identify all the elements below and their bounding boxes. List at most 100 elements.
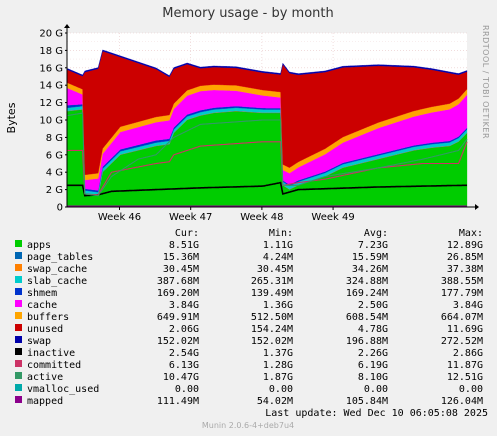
legend-swatch: [15, 396, 22, 403]
legend-cur-value: 10.47G: [163, 372, 199, 383]
legend-name: active: [27, 372, 63, 383]
legend-cur-value: 169.20M: [157, 288, 199, 299]
legend-max-value: 37.38M: [447, 264, 483, 275]
legend-cur-value: 0.00: [175, 384, 199, 395]
legend-swatch: [15, 348, 22, 355]
legend-max-value: 12.51G: [447, 372, 483, 383]
legend-min-value: 54.02M: [257, 396, 293, 407]
legend-cur-value: 2.06G: [169, 324, 199, 335]
legend-name: mapped: [27, 396, 63, 407]
legend-cur-value: 15.36M: [163, 252, 199, 263]
legend-min-value: 0.00: [269, 384, 293, 395]
legend-cur-value: 111.49M: [157, 396, 199, 407]
legend-max-value: 2.86G: [453, 348, 483, 359]
legend-swatch: [15, 372, 22, 379]
y-tick-label: 18 G: [39, 46, 63, 57]
y-axis-label: Bytes: [5, 102, 18, 133]
x-tick-label: Week 47: [169, 212, 212, 223]
legend-max-value: 26.85M: [447, 252, 483, 263]
legend-min-value: 4.24M: [263, 252, 293, 263]
y-tick-label: 12 G: [39, 98, 63, 109]
legend-avg-value: 324.88M: [346, 276, 388, 287]
line-inactive: [67, 181, 467, 197]
y-axis-arrow: [64, 24, 70, 28]
legend-swatch: [15, 336, 22, 343]
legend-min-value: 1.36G: [263, 300, 293, 311]
y-tick-label: 2 G: [46, 185, 63, 196]
axes: 0 2 G 4 G 6 G 8 G 10 G 12 G 14 G 16 G 18 G 20 G Wee…: [39, 24, 479, 223]
legend-max-value: 12.89G: [447, 240, 483, 251]
legend-min-value: 1.87G: [263, 372, 293, 383]
munin-version: Munin 2.0.6-4+deb7u4: [202, 421, 294, 430]
legend-name: buffers: [27, 312, 69, 323]
legend-header: Min:: [269, 228, 293, 239]
overlay-lines: [67, 112, 468, 207]
legend-max-value: 11.69G: [447, 324, 483, 335]
legend-name: swap: [27, 336, 51, 347]
legend-swatch: [15, 324, 22, 331]
legend-avg-value: 196.88M: [346, 336, 388, 347]
legend-min-value: 1.37G: [263, 348, 293, 359]
y-tick-label: 10 G: [39, 116, 63, 127]
x-tick-label: Week 46: [98, 212, 141, 223]
legend-swatch: [15, 288, 22, 295]
legend-swatch: [15, 264, 22, 271]
legend-name: unused: [27, 324, 63, 335]
legend-name: inactive: [27, 348, 75, 359]
legend-header: Max:: [459, 228, 483, 239]
legend-max-value: 272.52M: [441, 336, 483, 347]
legend-swatch: [15, 300, 22, 307]
legend-max-value: 0.00: [459, 384, 483, 395]
legend-cur-value: 387.68M: [157, 276, 199, 287]
legend-swatch: [15, 240, 22, 247]
legend-min-value: 30.45M: [257, 264, 293, 275]
legend-cur-value: 3.84G: [169, 300, 199, 311]
legend-swatch: [15, 360, 22, 367]
legend-avg-value: 0.00: [364, 384, 388, 395]
legend-cur-value: 649.91M: [157, 312, 199, 323]
chart-title: Memory usage - by month: [162, 6, 333, 21]
legend-avg-value: 34.26M: [352, 264, 388, 275]
legend-avg-value: 105.84M: [346, 396, 388, 407]
legend-max-value: 3.84G: [453, 300, 483, 311]
x-tick-label: Week 48: [240, 212, 283, 223]
last-update: Last update: Wed Dec 10 06:05:08 2025: [265, 408, 488, 419]
legend-avg-value: 4.78G: [358, 324, 388, 335]
legend-avg-value: 169.24M: [346, 288, 388, 299]
legend-avg-value: 6.19G: [358, 360, 388, 371]
y-tick-label: 4 G: [46, 168, 63, 179]
legend-cur-value: 6.13G: [169, 360, 199, 371]
legend-min-value: 152.02M: [251, 336, 293, 347]
legend-header: Cur:: [175, 228, 199, 239]
y-tick-label: 6 G: [46, 150, 63, 161]
line-committed: [67, 141, 468, 196]
legend-name: page_tables: [27, 252, 93, 263]
legend-max-value: 126.04M: [441, 396, 483, 407]
legend-cur-value: 2.54G: [169, 348, 199, 359]
stacked-areas: [66, 49, 468, 208]
legend-cur-value: 8.51G: [169, 240, 199, 251]
legend-avg-value: 2.50G: [358, 300, 388, 311]
legend-cur-value: 30.45M: [163, 264, 199, 275]
legend-swatch: [15, 252, 22, 259]
x-axis-arrow: [475, 204, 479, 210]
legend-max-value: 11.87G: [447, 360, 483, 371]
legend-cur-value: 152.02M: [157, 336, 199, 347]
area-swap: [66, 49, 468, 78]
legend-avg-value: 15.59M: [352, 252, 388, 263]
legend-avg-value: 2.26G: [358, 348, 388, 359]
legend-name: apps: [27, 240, 51, 251]
legend-swatch: [15, 384, 22, 391]
legend-min-value: 1.11G: [263, 240, 293, 251]
legend: Cur: Min: Avg: Max: apps 8.51G 1.11G 7.23G 12.89…: [15, 228, 483, 407]
legend-name: vmalloc_used: [27, 384, 99, 395]
y-tick-label: 16 G: [39, 63, 63, 74]
legend-min-value: 1.28G: [263, 360, 293, 371]
legend-name: swap_cache: [27, 264, 87, 275]
rrdtool-credit: RRDTOOL / TOBI OETIKER: [481, 25, 490, 139]
legend-name: slab_cache: [27, 276, 87, 287]
legend-min-value: 512.50M: [251, 312, 293, 323]
legend-min-value: 139.49M: [251, 288, 293, 299]
y-tick-label: 0: [57, 203, 63, 214]
